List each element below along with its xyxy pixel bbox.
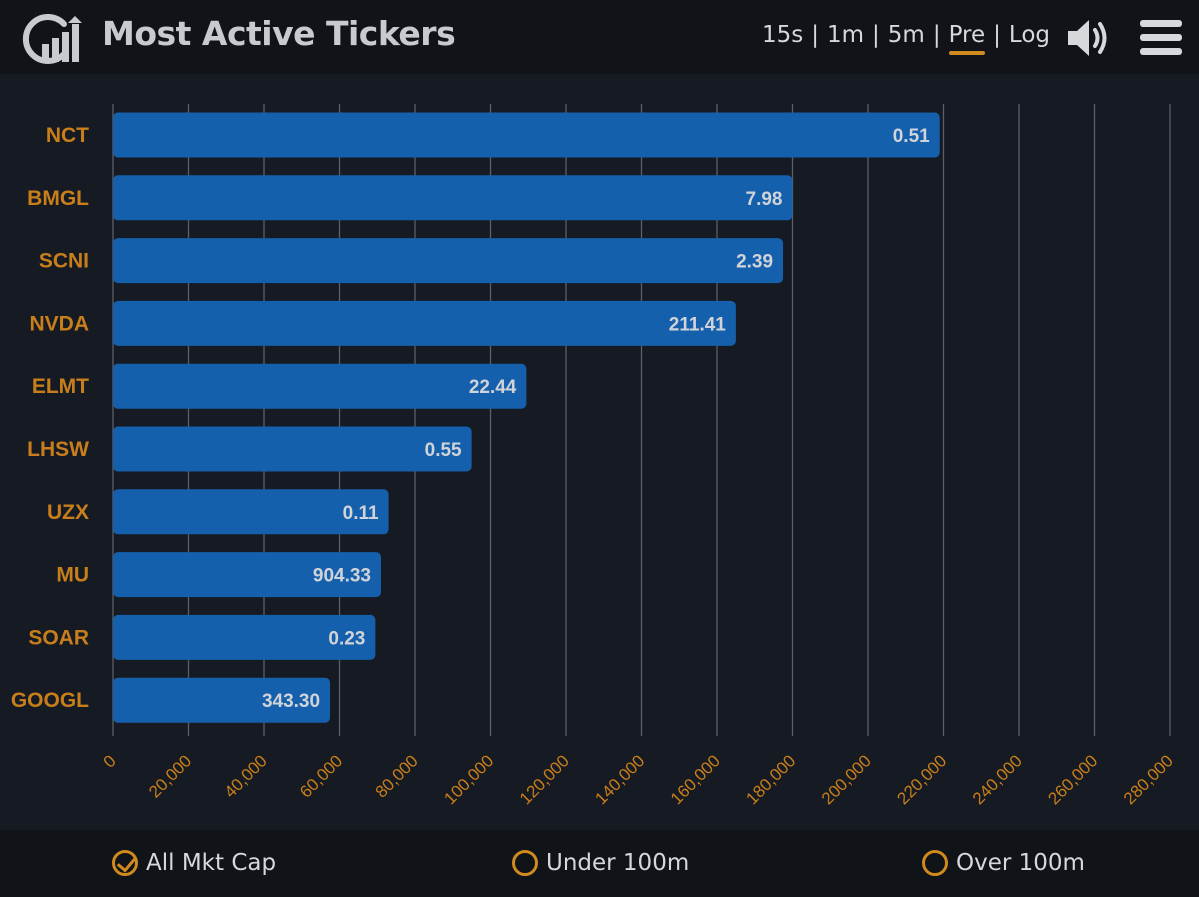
- x-tick-label: 100,000: [440, 751, 497, 808]
- range-separator: |: [932, 22, 941, 48]
- x-tick-label: 80,000: [372, 751, 422, 801]
- bar-value-label: 211.41: [669, 314, 726, 335]
- x-tick-label: 120,000: [516, 751, 573, 808]
- x-tick-label: 160,000: [667, 751, 724, 808]
- x-tick-label: 280,000: [1120, 751, 1177, 808]
- filter-label: Over 100m: [956, 850, 1085, 876]
- range-15s[interactable]: 15s: [762, 22, 804, 48]
- hamburger-menu-icon[interactable]: [1138, 18, 1184, 58]
- bar-scni[interactable]: [113, 238, 784, 284]
- bar-soar[interactable]: [113, 614, 376, 660]
- x-tick-label: 40,000: [221, 751, 271, 801]
- bar-googl[interactable]: [113, 677, 331, 723]
- x-tick-label: 0: [100, 751, 120, 771]
- category-label: UZX: [47, 501, 89, 524]
- x-tick-label: 180,000: [742, 751, 799, 808]
- checked-circle-icon: [112, 850, 138, 876]
- filter-all-mkt-cap[interactable]: All Mkt Cap: [112, 848, 276, 878]
- x-tick-label: 140,000: [591, 751, 648, 808]
- bar-value-label: 0.51: [893, 126, 930, 147]
- category-label: LHSW: [27, 438, 89, 461]
- filter-label: Under 100m: [546, 850, 690, 876]
- x-tick-label: 240,000: [969, 751, 1026, 808]
- x-tick-label: 60,000: [296, 751, 346, 801]
- bar-value-label: 22.44: [469, 377, 517, 398]
- x-tick-label: 20,000: [145, 751, 195, 801]
- range-log[interactable]: Log: [1008, 22, 1051, 48]
- most-active-chart: NCT 0.51 BMGL 7.98 SCNI 2.39 NVDA 211.41 ELMT 22.…: [0, 74, 1199, 830]
- bar-uzx[interactable]: [113, 489, 389, 535]
- range-pre[interactable]: Pre: [948, 22, 985, 55]
- range-separator: |: [872, 22, 880, 48]
- bar-value-label: 0.23: [328, 628, 365, 649]
- category-label: SOAR: [28, 626, 89, 649]
- circle-icon: [512, 850, 538, 876]
- speaker-icon[interactable]: [1064, 16, 1112, 60]
- x-tick-label: 200,000: [818, 751, 875, 808]
- bar-lhsw[interactable]: [113, 426, 472, 472]
- bar-chart: NCT 0.51 BMGL 7.98 SCNI 2.39 NVDA 211.41 ELMT 22.…: [11, 104, 1177, 808]
- range-separator: |: [811, 22, 819, 48]
- bar-value-label: 7.98: [746, 189, 783, 210]
- x-tick-label: 260,000: [1044, 751, 1101, 808]
- bar-value-label: 2.39: [736, 252, 773, 273]
- bar-value-label: 0.55: [425, 440, 462, 461]
- filter-over-100m[interactable]: Over 100m: [922, 848, 1085, 878]
- chart-logo-icon: [22, 14, 82, 64]
- bar-value-label: 343.30: [262, 691, 320, 712]
- time-range-selector: 15s | 1m | 5m | Pre | Log: [762, 22, 1050, 62]
- category-label: MU: [56, 564, 89, 587]
- category-label: SCNI: [39, 250, 89, 273]
- bar-nct[interactable]: [113, 112, 940, 158]
- category-label: NVDA: [29, 312, 89, 335]
- filter-under-100m[interactable]: Under 100m: [512, 848, 689, 878]
- bar-mu[interactable]: [113, 552, 382, 598]
- range-separator: |: [993, 22, 1001, 48]
- bar-bmgl[interactable]: [113, 175, 793, 221]
- filter-label: All Mkt Cap: [146, 850, 277, 876]
- category-label: BMGL: [27, 187, 89, 210]
- range-5m[interactable]: 5m: [887, 22, 925, 48]
- x-tick-label: 220,000: [893, 751, 950, 808]
- bar-value-label: 0.11: [343, 503, 379, 524]
- circle-icon: [922, 850, 948, 876]
- category-label: GOOGL: [11, 689, 89, 712]
- range-1m[interactable]: 1m: [827, 22, 865, 48]
- page-title: Most Active Tickers: [102, 14, 456, 53]
- footer: All Mkt Cap Under 100m Over 100m: [0, 830, 1199, 897]
- category-label: NCT: [46, 124, 89, 147]
- bar-elmt[interactable]: [113, 363, 527, 409]
- bar-nvda[interactable]: [113, 300, 736, 346]
- header: Most Active Tickers 15s | 1m | 5m | Pre …: [0, 0, 1199, 74]
- category-label: ELMT: [32, 375, 89, 398]
- bar-value-label: 904.33: [313, 566, 371, 587]
